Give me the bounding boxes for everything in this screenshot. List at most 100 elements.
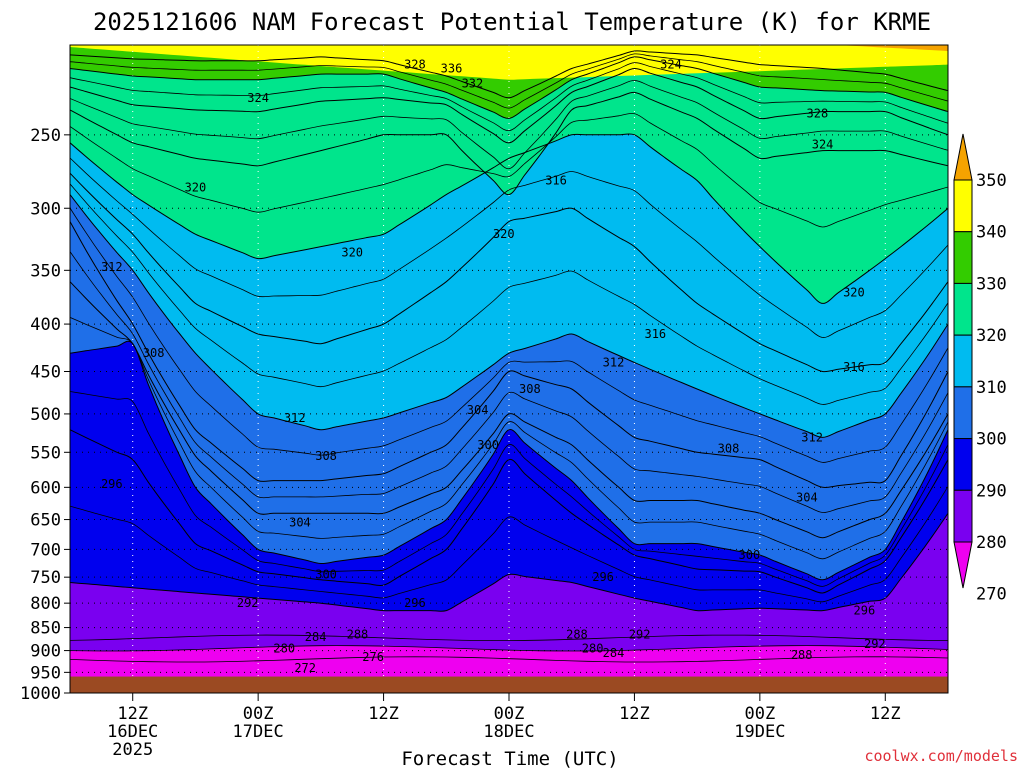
contour-label: 308 xyxy=(315,449,337,463)
x-tick-label: 00Z xyxy=(494,704,525,724)
colorbar-segment xyxy=(953,282,973,336)
colorbar-label: 330 xyxy=(976,274,1007,294)
x-tick-label: 00Z xyxy=(744,704,775,724)
colorbar-label: 280 xyxy=(976,533,1007,553)
contour-label: 288 xyxy=(791,648,813,662)
contour-line-intermediate xyxy=(70,157,948,338)
y-tick-label: 250 xyxy=(30,126,61,146)
contour-label: 292 xyxy=(237,596,259,610)
contour-label: 308 xyxy=(143,346,165,360)
contour-label: 296 xyxy=(854,604,876,618)
y-tick-label: 700 xyxy=(30,540,61,560)
colorbar-label: 290 xyxy=(976,481,1007,501)
contour-label: 292 xyxy=(864,637,886,651)
colorbar: 350 340 330 320 310 300 290 280 270 xyxy=(953,133,1007,605)
colorbar-segment xyxy=(953,231,973,284)
contour-label: 288 xyxy=(566,628,588,642)
colorbar-segment xyxy=(953,133,973,181)
contour-label: 304 xyxy=(796,490,818,504)
colorbar-label: 320 xyxy=(976,326,1007,346)
contour-label: 320 xyxy=(493,227,515,241)
contour-line-intermediate xyxy=(70,207,948,463)
y-tick-label: 550 xyxy=(30,443,61,463)
contour-label: 324 xyxy=(660,58,682,72)
contour-line-292 xyxy=(70,513,948,612)
contour-line-intermediate xyxy=(70,391,948,587)
contour-line-low xyxy=(70,645,948,652)
contour-label: 272 xyxy=(294,661,316,675)
x-tick-label: 12Z xyxy=(619,704,650,724)
x-tick-label: 17DEC xyxy=(233,722,284,742)
contour-label: 300 xyxy=(477,438,499,452)
colorbar-label: 300 xyxy=(976,430,1007,450)
contour-label: 312 xyxy=(101,260,123,274)
chart-title: 2025121606 NAM Forecast Potential Temper… xyxy=(93,8,931,36)
contour-line-320 xyxy=(70,133,948,304)
colorbar-segment xyxy=(953,334,973,388)
contour-label: 336 xyxy=(441,61,463,75)
contour-line-336 xyxy=(70,50,948,99)
contour-label: 332 xyxy=(462,76,484,90)
x-tick-label: 16DEC xyxy=(107,722,158,742)
y-tick-label: 900 xyxy=(30,642,61,662)
x-tick-label: 12Z xyxy=(870,704,901,724)
contour-label: 312 xyxy=(284,411,306,425)
y-tick-label: 500 xyxy=(30,405,61,425)
y-tick-label: 950 xyxy=(30,663,61,683)
y-tick-label: 1000 xyxy=(20,684,61,704)
ground-layer xyxy=(70,676,948,693)
colorbar-segment xyxy=(953,386,973,440)
contour-label: 320 xyxy=(185,181,207,195)
contour-label: 304 xyxy=(289,516,311,530)
contour-label: 280 xyxy=(273,641,295,655)
contour-label: 296 xyxy=(592,570,614,584)
y-tick-label: 600 xyxy=(30,478,61,498)
credit-text[interactable]: coolwx.com/models xyxy=(864,747,1018,765)
contour-label: 304 xyxy=(467,403,489,417)
contour-line-328 xyxy=(70,67,948,144)
colorbar-segment xyxy=(953,489,973,543)
contour-label: 296 xyxy=(101,477,123,491)
contour-lines xyxy=(70,50,948,663)
contour-label: 328 xyxy=(807,106,829,120)
contour-label: 316 xyxy=(644,327,666,341)
x-axis-label: Forecast Time (UTC) xyxy=(401,748,618,768)
contour-line-low xyxy=(70,634,948,642)
contour-line-intermediate xyxy=(70,62,948,132)
y-axis: 250 300 350 400 450 500 550 600 650 700 750 800 850 9… xyxy=(20,126,70,704)
colorbar-label: 350 xyxy=(976,171,1007,191)
contour-line-308 xyxy=(70,221,948,489)
contour-line-296 xyxy=(70,429,948,594)
contour-label: 320 xyxy=(843,286,865,300)
contour-label: 312 xyxy=(801,430,823,444)
contour-label: 300 xyxy=(315,567,337,581)
x-tick-label: 12Z xyxy=(117,704,148,724)
contour-label: 324 xyxy=(812,137,834,151)
contour-line-intermediate xyxy=(70,486,948,603)
contour-label: 284 xyxy=(305,630,327,644)
x-tick-label: 2025 xyxy=(112,740,153,760)
contour-label: 280 xyxy=(582,641,604,655)
contour-label: 292 xyxy=(629,628,651,642)
contour-label: 308 xyxy=(718,442,740,456)
y-tick-label: 750 xyxy=(30,568,61,588)
y-tick-label: 450 xyxy=(30,363,61,383)
contour-label: 296 xyxy=(404,596,426,610)
contour-label: 300 xyxy=(739,548,761,562)
colorbar-label: 340 xyxy=(976,223,1007,243)
band-fill-350 xyxy=(179,45,948,51)
colorbar-segment xyxy=(953,541,973,589)
band-fill-340 xyxy=(70,45,948,80)
contour-label: 324 xyxy=(247,91,269,105)
contour-label: 308 xyxy=(519,382,541,396)
x-tick-label: 12Z xyxy=(368,704,399,724)
y-tick-label: 400 xyxy=(30,315,61,335)
contour-line-324 xyxy=(70,91,948,196)
y-tick-label: 300 xyxy=(30,199,61,219)
colorbar-label: 270 xyxy=(976,585,1007,605)
contour-line-intermediate xyxy=(70,251,948,513)
ground-fill xyxy=(70,676,948,693)
